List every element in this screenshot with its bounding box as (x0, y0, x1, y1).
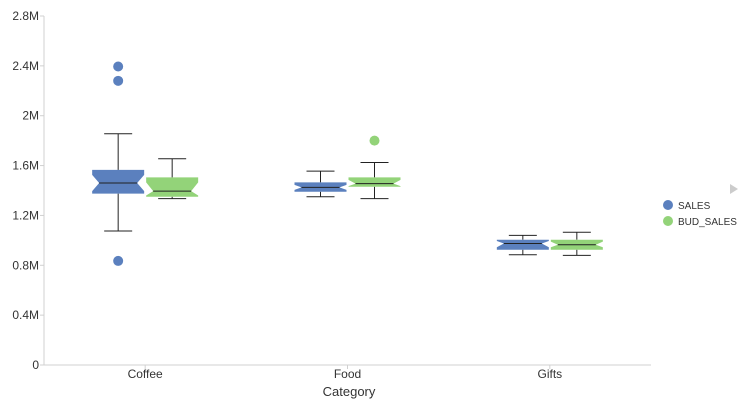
y-tick-label: 0 (32, 358, 39, 372)
legend-label: SALES (678, 201, 711, 212)
legend-marker (663, 216, 673, 226)
y-tick-label: 0.4M (12, 308, 39, 322)
y-tick-label: 2.8M (12, 9, 39, 23)
legend[interactable]: SALES BUD_SALES (663, 200, 737, 228)
box-body (348, 177, 401, 187)
x-axis-title: Category (323, 384, 376, 399)
outlier-point[interactable] (113, 75, 124, 86)
outlier-point[interactable] (369, 135, 380, 146)
y-tick-label: 2M (22, 109, 39, 123)
box-body (496, 239, 549, 250)
box-bud_sales-coffee[interactable] (146, 158, 199, 200)
box-sales-gifts[interactable] (496, 234, 549, 256)
legend-label: BUD_SALES (678, 217, 737, 228)
box-body (146, 177, 199, 197)
box-bud_sales-food[interactable] (348, 135, 401, 200)
box-body (92, 169, 145, 194)
y-tick-label: 1.2M (12, 208, 39, 222)
y-axis: 0 0.4M 0.8M 1.2M 1.6M 2M 2.4M 2.8M (12, 9, 45, 372)
outlier-point[interactable] (113, 255, 124, 266)
y-tick-label: 2.4M (12, 59, 39, 73)
legend-item-sales[interactable]: SALES (663, 200, 711, 212)
legend-marker (663, 200, 673, 210)
x-tick-label: Gifts (537, 367, 562, 381)
legend-scroll-arrow-icon[interactable] (730, 184, 738, 194)
y-tick-label: 0.8M (12, 258, 39, 272)
x-axis: Coffee Food Gifts (44, 364, 651, 381)
x-tick-label: Food (334, 367, 361, 381)
outlier-point[interactable] (113, 61, 124, 72)
x-tick-label: Coffee (128, 367, 163, 381)
y-tick-label: 1.6M (12, 159, 39, 173)
box-sales-coffee[interactable] (92, 61, 145, 266)
legend-item-bud_sales[interactable]: BUD_SALES (663, 216, 737, 228)
plot-area (92, 61, 603, 266)
box-sales-food[interactable] (294, 170, 347, 198)
box-bud_sales-gifts[interactable] (550, 231, 603, 256)
